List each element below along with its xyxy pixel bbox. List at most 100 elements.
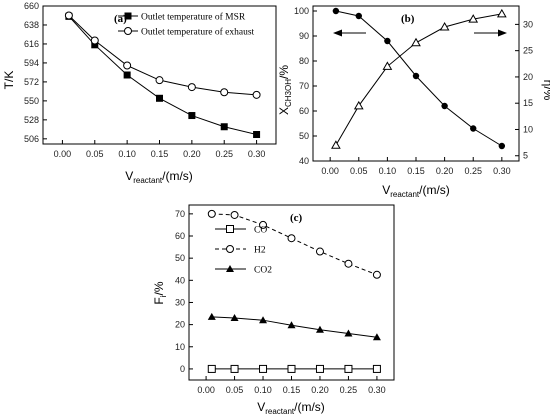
y-tick-label: 550 (24, 96, 39, 106)
data-point (344, 364, 353, 373)
data-point (372, 364, 381, 373)
panel-a: 0.00 0.05 0.10 0.15 0.20 0.25 0.30 506 528 550 572… (2, 1, 277, 185)
panel-b-label: (b) (401, 13, 415, 25)
y-tick-label: 80 (299, 56, 309, 66)
data-point (353, 100, 364, 110)
y2-tick-label: 10 (523, 124, 533, 134)
y-tick-label: 60 (299, 106, 309, 116)
data-point (220, 123, 228, 131)
data-point (230, 364, 239, 373)
x-tick-label: 0.15 (407, 166, 425, 176)
legend-co2: CO2 (254, 266, 272, 276)
data-point (315, 325, 324, 333)
x-tick-label: 0.00 (321, 166, 339, 176)
data-point (439, 22, 450, 31)
y-tick-label: 594 (24, 58, 39, 68)
panel-c: 0.00 0.05 0.10 0.15 0.20 0.25 0.30 0 10 20 30 40 50 6… (152, 204, 395, 416)
data-point (496, 8, 507, 18)
panel-a-xlabel: Vreactant/(m/s) (125, 169, 193, 185)
x-tick-label: 0.10 (379, 166, 397, 176)
x-tick-label: 0.15 (151, 149, 169, 159)
data-point (315, 364, 324, 373)
data-point (331, 140, 341, 149)
x-tick-label: 0.10 (254, 385, 272, 395)
data-point (344, 329, 353, 337)
x-tick-label: 0.25 (215, 149, 233, 159)
y-tick-label: 40 (299, 156, 309, 166)
panel-b-ylabel: XCH3OH/% (277, 65, 293, 115)
x-tick-label: 0.20 (183, 149, 201, 159)
legend-msr: Outlet temperature of MSR (141, 12, 246, 23)
y2-tick-label: 20 (523, 72, 533, 82)
data-point (412, 72, 420, 80)
y-tick-label: 30 (175, 297, 185, 307)
y-tick-label: 50 (299, 131, 309, 141)
data-point (498, 142, 506, 150)
x-tick-label: 0.25 (464, 166, 482, 176)
y-tick-label: 40 (175, 275, 185, 285)
data-point (287, 234, 296, 243)
data-point (259, 316, 268, 324)
panel-a-ylabel: T/K (2, 71, 16, 90)
data-point (207, 312, 216, 320)
y-tick-label: 572 (24, 77, 39, 87)
data-point (355, 12, 362, 20)
data-point (156, 94, 163, 102)
legend-exhaust: Outlet temperature of exhaust (141, 27, 255, 38)
panel-c-legend: CO H2 CO2 (215, 225, 272, 276)
data-point (411, 37, 421, 47)
data-point (384, 37, 391, 45)
y2-tick-label: 30 (523, 19, 533, 29)
y-tick-label: 528 (24, 115, 39, 125)
x-tick-label: 0.30 (368, 385, 386, 395)
panel-c-ylabel: Fi/% (152, 281, 168, 304)
y-tick-label: 70 (299, 81, 309, 91)
y-tick-label: 506 (24, 134, 39, 144)
x-tick-label: 0.30 (493, 166, 511, 176)
y-tick-label: 10 (175, 342, 185, 352)
data-point (90, 36, 99, 45)
data-point (287, 364, 296, 373)
data-point (441, 102, 448, 110)
data-point (207, 364, 216, 373)
data-point (287, 321, 296, 329)
x-tick-label: 0.05 (350, 166, 368, 176)
data-point (315, 247, 324, 256)
data-point (372, 270, 381, 279)
data-point (155, 76, 164, 85)
data-point (382, 61, 393, 70)
y2-tick-label: 15 (523, 98, 533, 108)
data-point (187, 83, 196, 92)
panel-b-y2label: η/% (541, 80, 550, 101)
y-tick-label: 616 (24, 39, 39, 49)
x-tick-label: 0.25 (340, 385, 358, 395)
data-point (253, 131, 261, 139)
y-tick-label: 60 (175, 231, 185, 241)
data-point (188, 112, 196, 120)
data-point (230, 313, 239, 321)
y-tick-label: 100 (294, 6, 309, 16)
left-arrow-icon (333, 29, 366, 37)
right-arrow-icon (474, 29, 507, 37)
legend-co: CO (254, 226, 267, 236)
data-point (123, 61, 132, 70)
x-tick-label: 0.20 (436, 166, 454, 176)
y2-tick-label: 5 (523, 151, 528, 161)
y-tick-label: 90 (299, 31, 309, 41)
data-point (332, 7, 340, 15)
data-point (259, 220, 268, 229)
panel-b-xlabel: Vreactant/(m/s) (382, 183, 450, 199)
data-point (123, 71, 131, 79)
series-line-1 (335, 10, 503, 147)
data-point (468, 14, 479, 23)
legend-h2: H2 (254, 246, 266, 256)
data-point (470, 125, 477, 132)
data-point (64, 11, 73, 20)
panel-c-frame (188, 204, 395, 381)
x-tick-label: 0.05 (226, 385, 244, 395)
x-tick-label: 0.10 (118, 149, 136, 159)
y-tick-label: 660 (24, 1, 39, 11)
y-tick-label: 638 (24, 20, 39, 30)
panel-c-xlabel: Vreactant/(m/s) (257, 400, 325, 416)
